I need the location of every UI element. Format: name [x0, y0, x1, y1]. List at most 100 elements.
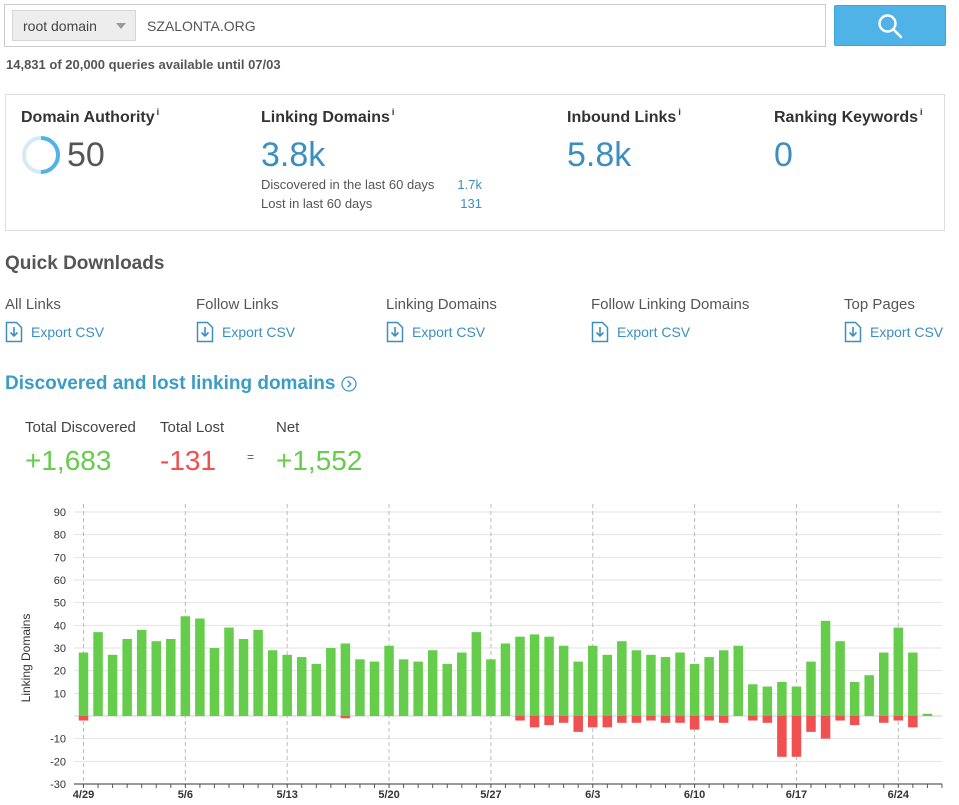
discovered-bar [544, 636, 554, 716]
y-tick-label: -10 [50, 734, 66, 746]
discovered-bar [253, 629, 263, 716]
discovered-bar [777, 682, 787, 716]
x-tick-label: 6/24 [888, 789, 910, 801]
discovered-bar [573, 661, 583, 716]
y-tick-label: 80 [54, 530, 66, 542]
chevron-down-icon [116, 23, 126, 29]
discovered-bar [529, 634, 540, 716]
x-tick-label: 6/3 [585, 789, 600, 801]
total-discovered-label: Total Discovered [25, 419, 136, 436]
inbound-links-value: 5.8k [567, 136, 632, 174]
lost-value[interactable]: 131 [460, 196, 482, 211]
lost-bar [340, 716, 351, 719]
lost-bar [704, 716, 714, 721]
info-icon[interactable]: i [156, 107, 160, 117]
discovered-bar [326, 648, 336, 716]
y-tick-label: 60 [54, 575, 66, 587]
export-csv-link[interactable]: Export CSV [591, 321, 749, 343]
search-box: root domain [4, 4, 826, 47]
lost-bar [762, 716, 773, 723]
discovered-bar [602, 654, 613, 716]
x-tick-label: 5/20 [378, 789, 399, 801]
lost-bar [806, 716, 816, 732]
x-tick-label: 5/27 [480, 789, 501, 801]
download-label: Follow Links [196, 296, 279, 313]
lost-bar [849, 716, 860, 726]
metric-label: Domain Authority i [21, 107, 160, 126]
discovered-bar [617, 641, 627, 716]
linking-domains-chart: 90 80 70 60 50 40 30 20 10 -10 -20 -30 4/29 5/6 5/13 5/… [19, 504, 943, 801]
scope-select-label: root domain [23, 17, 97, 34]
info-icon[interactable]: i [920, 107, 923, 117]
lost-bar [602, 716, 613, 728]
discovered-bar [806, 661, 816, 716]
export-csv-link[interactable]: Export CSV [5, 321, 104, 343]
download-label: Follow Linking Domains [591, 296, 750, 313]
discovered-bar [704, 657, 714, 716]
lost-bar [660, 716, 671, 723]
discovered-bar [282, 654, 292, 716]
chevron-right-circle-icon[interactable] [341, 376, 358, 392]
search-button[interactable] [834, 5, 946, 46]
net-total: Net +1,552 [276, 419, 362, 477]
discovered-lost-title[interactable]: Discovered and lost linking domains [5, 373, 358, 395]
discovered-bar [486, 659, 496, 716]
discovered-bar [689, 663, 700, 716]
discovered-bar [93, 632, 103, 716]
discovered-bar [166, 638, 176, 716]
download-follow-linking-domains: Follow Linking Domains Export CSV [591, 296, 749, 343]
discovered-bar [922, 713, 933, 716]
discovered-bar [849, 682, 860, 716]
total-discovered-value: +1,683 [25, 445, 112, 476]
discovered-bar [384, 645, 394, 716]
download-file-icon [196, 321, 214, 343]
discovered-bar [675, 652, 685, 716]
lost-bar [748, 716, 758, 721]
download-linking-domains: Linking Domains Export CSV [386, 296, 497, 343]
discovered-value[interactable]: 1.7k [457, 177, 482, 192]
y-axis-label: Linking Domains [19, 614, 33, 703]
discovered-bar [355, 659, 365, 716]
info-icon[interactable]: i [678, 107, 681, 117]
net-value: +1,552 [276, 445, 363, 476]
export-csv-link[interactable]: Export CSV [844, 321, 943, 343]
export-csv-link[interactable]: Export CSV [196, 321, 295, 343]
metrics-panel: Domain Authority i 50 Linking Domains i 3.… [5, 94, 945, 231]
search-input[interactable] [147, 10, 807, 41]
discovered-bar [588, 645, 598, 716]
discovered-bar [267, 650, 278, 716]
discovered-bar [180, 616, 191, 716]
y-tick-label: 90 [54, 507, 66, 519]
discovered-bar [893, 627, 904, 716]
discovered-bar [297, 657, 307, 716]
da-ring-icon [22, 136, 60, 174]
download-label: Top Pages [844, 296, 915, 313]
x-tick-label: 5/6 [178, 789, 193, 801]
download-follow-links: Follow Links Export CSV [196, 296, 295, 343]
metric-label: Ranking Keywords i [774, 107, 923, 126]
lost-bar [515, 716, 525, 721]
lost-bar [78, 716, 89, 721]
metric-label: Linking Domains i [261, 107, 395, 126]
discovered-bar [238, 638, 249, 716]
discovered-bar [500, 643, 511, 716]
lost-bar [675, 716, 685, 723]
quick-downloads-title: Quick Downloads [5, 253, 165, 274]
discovered-bar [864, 675, 874, 716]
discovered-bar [820, 620, 831, 716]
export-csv-link[interactable]: Export CSV [386, 321, 497, 343]
lost-bar [646, 716, 656, 721]
scope-select[interactable]: root domain [12, 10, 136, 41]
y-tick-label: 40 [54, 620, 66, 632]
discovered-bar [136, 629, 147, 716]
lost-bar [689, 716, 700, 730]
discovered-bar [791, 686, 802, 716]
discovered-bar [398, 659, 409, 716]
lost-bar [835, 716, 845, 721]
lost-bar [631, 716, 642, 723]
discovered-bar [718, 650, 729, 716]
info-icon[interactable]: i [391, 107, 395, 117]
discovered-bar [457, 652, 467, 716]
download-top-pages: Top Pages Export CSV [844, 296, 943, 343]
ranking-keywords-value: 0 [774, 136, 793, 174]
